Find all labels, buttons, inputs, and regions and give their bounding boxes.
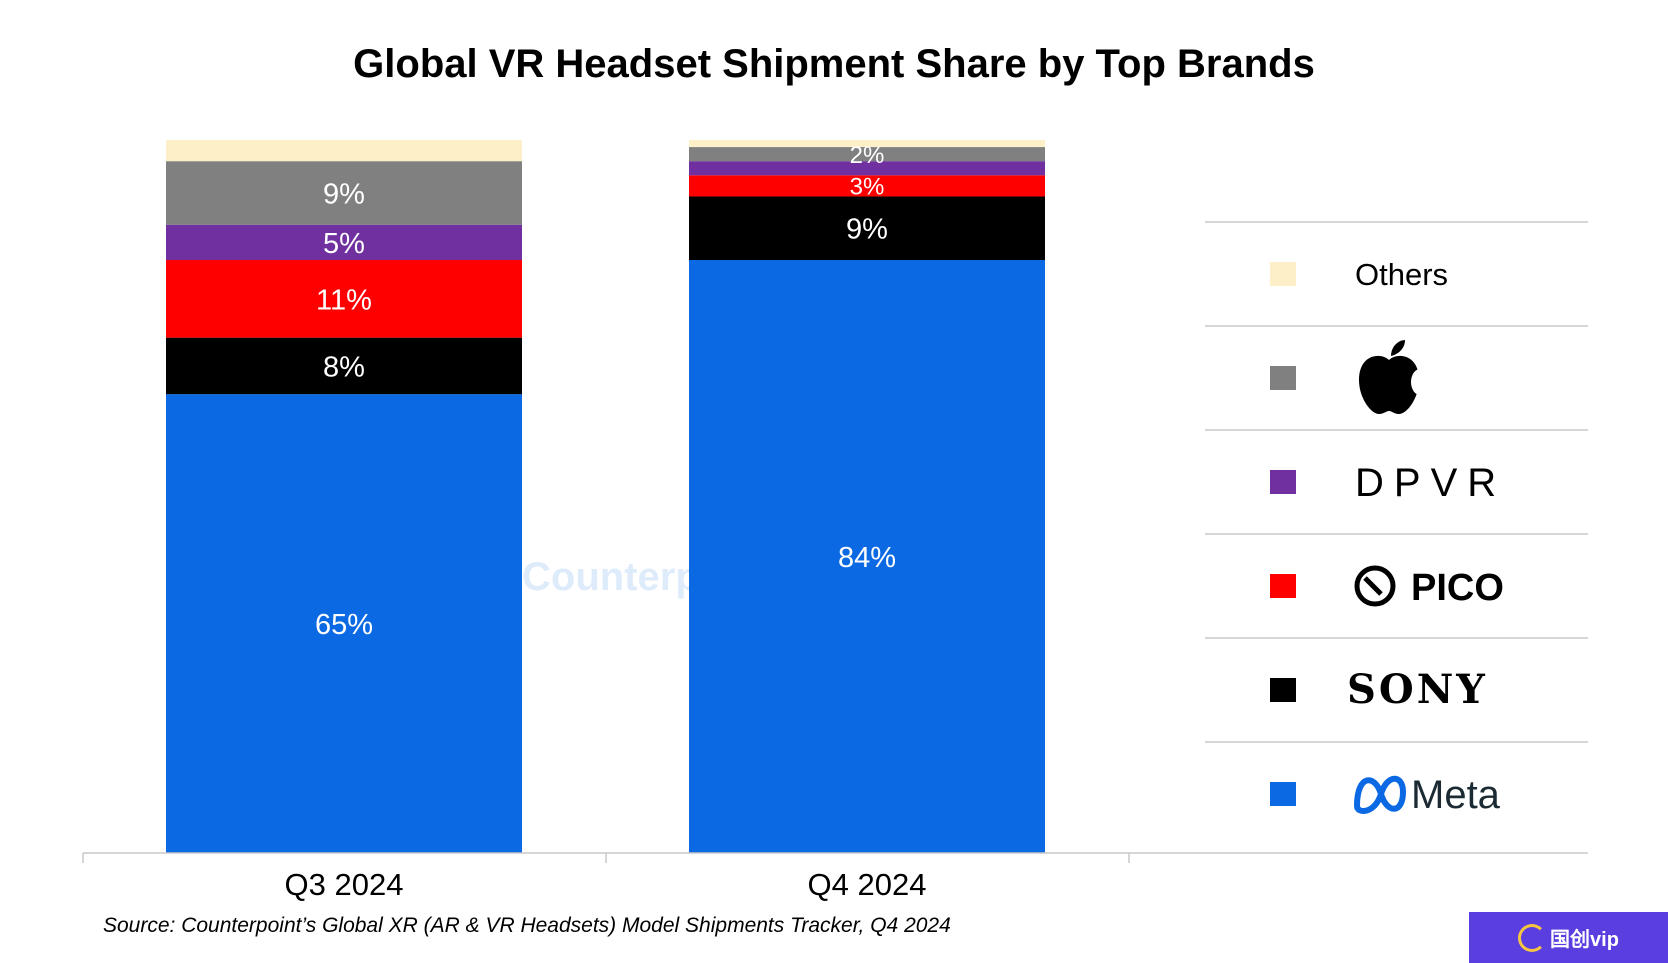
bar-sony-q4-2024 — [689, 196, 1045, 261]
bar-apple-q4-2024 — [689, 147, 1045, 162]
source-note: Source: Counterpoint’s Global XR (AR & V… — [103, 914, 951, 937]
bar-pico-q4-2024 — [689, 175, 1045, 197]
apple-bite — [1411, 369, 1429, 395]
bar-sony-q3-2024 — [166, 337, 522, 395]
bars-layer — [166, 140, 1045, 853]
bar-pico-q3-2024 — [166, 260, 522, 338]
data-label-apple-q3-2024: 9% — [323, 178, 365, 210]
bar-others-q4-2024 — [689, 140, 1045, 148]
legend-label-pico: PICO — [1411, 567, 1504, 609]
data-label-pico-q3-2024: 11% — [316, 284, 372, 316]
legend-swatch-others — [1270, 262, 1296, 286]
badge-label: 国创vip — [1550, 929, 1619, 951]
x-axis: Q3 2024 Q4 2024 — [82, 852, 1588, 902]
bar-dpvr-q4-2024 — [689, 161, 1045, 176]
x-tick-label-q3-2024: Q3 2024 — [285, 867, 404, 902]
legend-swatch-meta — [1270, 782, 1296, 806]
legend-label-dpvr: DPVR — [1355, 461, 1506, 505]
data-label-apple-q4-2024: 2% — [850, 142, 885, 169]
legend-swatch-dpvr — [1270, 470, 1296, 494]
badge-logo-icon — [1518, 923, 1547, 952]
data-label-meta-q3-2024: 65% — [315, 609, 373, 641]
legend-swatch-pico — [1270, 574, 1296, 598]
apple-logo-icon — [1359, 340, 1429, 414]
meta-infinity — [1353, 775, 1407, 814]
x-tick-label-q4-2024: Q4 2024 — [808, 867, 927, 902]
bar-apple-q3-2024 — [166, 161, 522, 225]
bar-meta-q4-2024 — [689, 260, 1045, 853]
pico-logo-icon: PICO — [1354, 565, 1504, 609]
data-label-meta-q4-2024: 84% — [838, 542, 896, 574]
brand-badge[interactable]: 国创vip — [1469, 912, 1668, 963]
data-label-pico-q4-2024: 3% — [850, 174, 885, 201]
bar-dpvr-q3-2024 — [166, 224, 522, 261]
legend: Others DPVR PICO SONY Meta — [1205, 221, 1588, 817]
legend-swatch-sony — [1270, 678, 1296, 702]
chart-title: Global VR Headset Shipment Share by Top … — [353, 42, 1315, 86]
bar-others-q3-2024 — [166, 140, 522, 162]
legend-label-others: Others — [1355, 257, 1448, 292]
data-label-sony-q4-2024: 9% — [846, 214, 888, 246]
pico-slash — [1363, 576, 1383, 596]
apple-leaf — [1391, 340, 1405, 356]
apple-body — [1359, 355, 1419, 414]
legend-label-sony: SONY — [1347, 666, 1488, 713]
bar-meta-q3-2024 — [166, 394, 522, 853]
legend-label-meta: Meta — [1411, 773, 1501, 817]
data-labels-layer: 65% 8% 11% 5% 9% 84% 9% 3% 2% — [315, 142, 896, 641]
pico-ring — [1354, 565, 1396, 607]
meta-logo-icon: Meta — [1353, 773, 1501, 817]
legend-swatch-apple — [1270, 366, 1296, 390]
data-label-dpvr-q3-2024: 5% — [323, 228, 365, 260]
data-label-sony-q3-2024: 8% — [323, 351, 365, 383]
